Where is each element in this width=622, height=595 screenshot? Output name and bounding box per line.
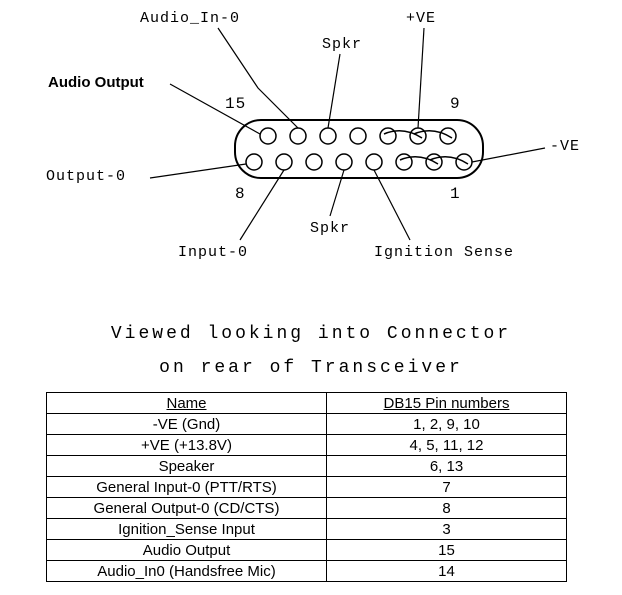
col-header-name: Name bbox=[47, 393, 327, 414]
table-cell: 15 bbox=[327, 540, 567, 561]
svg-text:8: 8 bbox=[235, 185, 246, 203]
label-spkr-top: Spkr bbox=[322, 36, 362, 53]
caption-line-1: Viewed looking into Connector bbox=[10, 324, 612, 344]
label-spkr-bot: Spkr bbox=[310, 220, 350, 237]
col-header-pins: DB15 Pin numbers bbox=[327, 393, 567, 414]
table-cell: 7 bbox=[327, 477, 567, 498]
table-row: Speaker6, 13 bbox=[47, 456, 567, 477]
table-row: General Input-0 (PTT/RTS)7 bbox=[47, 477, 567, 498]
table-cell: Speaker bbox=[47, 456, 327, 477]
svg-text:1: 1 bbox=[450, 185, 461, 203]
connector-svg: 15 9 8 1 bbox=[10, 10, 610, 310]
table-cell: General Output-0 (CD/CTS) bbox=[47, 498, 327, 519]
label-plus-ve: +VE bbox=[406, 10, 436, 27]
table-row: Audio_In0 (Handsfree Mic)14 bbox=[47, 561, 567, 582]
table-cell: 8 bbox=[327, 498, 567, 519]
table-row: General Output-0 (CD/CTS)8 bbox=[47, 498, 567, 519]
label-input-0: Input-0 bbox=[178, 244, 248, 261]
caption-line-2: on rear of Transceiver bbox=[10, 358, 612, 378]
pinout-table: Name DB15 Pin numbers -VE (Gnd)1, 2, 9, … bbox=[46, 392, 567, 582]
connector-diagram: 15 9 8 1 Audio_In-0 +VE Spkr Audio Output -VE Ou… bbox=[10, 10, 610, 310]
table-cell: -VE (Gnd) bbox=[47, 414, 327, 435]
svg-text:9: 9 bbox=[450, 95, 461, 113]
table-cell: Audio Output bbox=[47, 540, 327, 561]
label-minus-ve: -VE bbox=[550, 138, 580, 155]
table-row: -VE (Gnd)1, 2, 9, 10 bbox=[47, 414, 567, 435]
svg-text:15: 15 bbox=[225, 95, 246, 113]
table-row: +VE (+13.8V)4, 5, 11, 12 bbox=[47, 435, 567, 456]
label-audio-output: Audio Output bbox=[48, 74, 144, 91]
table-cell: 14 bbox=[327, 561, 567, 582]
label-audio-in-0: Audio_In-0 bbox=[140, 10, 240, 27]
table-cell: 6, 13 bbox=[327, 456, 567, 477]
table-row: Ignition_Sense Input3 bbox=[47, 519, 567, 540]
table-cell: 1, 2, 9, 10 bbox=[327, 414, 567, 435]
table-row: Audio Output15 bbox=[47, 540, 567, 561]
table-cell: General Input-0 (PTT/RTS) bbox=[47, 477, 327, 498]
table-body: -VE (Gnd)1, 2, 9, 10+VE (+13.8V)4, 5, 11… bbox=[47, 414, 567, 582]
label-ignition-sense: Ignition Sense bbox=[374, 244, 514, 261]
label-output-0: Output-0 bbox=[46, 168, 126, 185]
table-cell: Audio_In0 (Handsfree Mic) bbox=[47, 561, 327, 582]
table-cell: 4, 5, 11, 12 bbox=[327, 435, 567, 456]
table-cell: +VE (+13.8V) bbox=[47, 435, 327, 456]
table-cell: 3 bbox=[327, 519, 567, 540]
table-cell: Ignition_Sense Input bbox=[47, 519, 327, 540]
